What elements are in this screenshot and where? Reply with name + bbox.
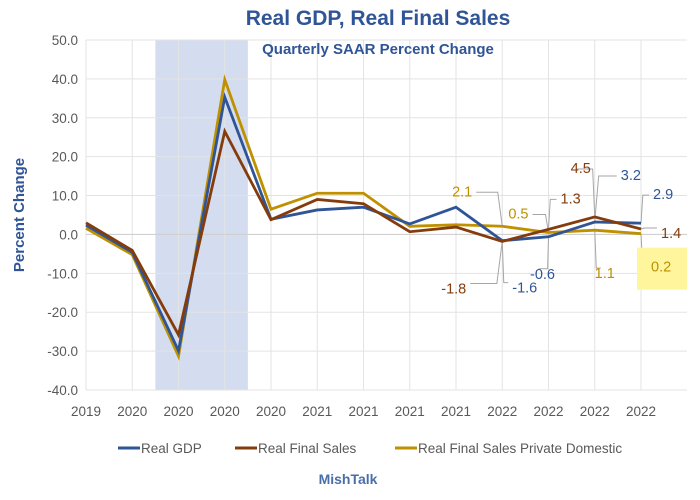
y-axis-ticks: 50.0 40.0 30.0 20.0 10.0 0.0 -10.0 -20.0 -30.0 -4… [47,33,78,398]
leader-line [548,198,557,230]
x-tick-label: 2021 [441,404,471,419]
chart-title: Real GDP, Real Final Sales [246,7,511,30]
y-axis-label: Percent Change [11,158,28,272]
x-tick-label: 2020 [210,404,240,419]
data-label: 1.1 [595,266,615,282]
leader-line [640,194,649,224]
x-axis-ticks: 2019 2020 2020 2020 2020 2021 2021 2021 2021 2022… [71,404,656,419]
data-label: 1.4 [661,226,681,242]
x-tick-label: 2019 [71,404,101,419]
y-tick-label: -20.0 [47,305,78,320]
x-tick-label: 2020 [163,404,193,419]
series-line-real-gdp [85,91,642,356]
leader-line [594,175,617,223]
y-tick-label: 20.0 [52,150,78,165]
data-label: 2.1 [452,184,472,200]
y-tick-label: 0.0 [59,227,78,242]
x-tick-label: 2020 [256,404,286,419]
y-tick-label: 10.0 [52,189,78,204]
x-tick-label: 2021 [302,404,332,419]
series-line-real-final-sales [85,127,642,339]
y-tick-label: 50.0 [52,33,78,48]
x-tick-label: 2021 [395,404,425,419]
series-line-real-final-sales-private-domestic [85,74,642,361]
data-label: 2.9 [653,187,673,203]
leader-line [640,227,657,230]
leader-line [532,214,549,233]
data-label: 3.2 [621,168,641,184]
leader-line [476,191,503,227]
source-label: MishTalk [319,471,378,487]
series-lines [85,74,642,361]
data-label: -1.6 [512,281,537,297]
x-tick-label: 2022 [533,404,563,419]
legend-label-real-final-sales-private-domestic: Real Final Sales Private Domestic [418,441,622,456]
y-tick-label: 30.0 [52,111,78,126]
leader-line [501,240,509,284]
highlight-box [637,247,687,290]
legend-label-real-final-sales: Real Final Sales [258,441,357,456]
x-tick-label: 2022 [487,404,517,419]
y-tick-label: -10.0 [47,266,78,281]
x-tick-label: 2021 [348,404,378,419]
leader-line [576,168,596,217]
x-tick-label: 2020 [117,404,147,419]
data-label: 4.5 [571,161,591,177]
y-tick-label: 40.0 [52,72,78,87]
annotations: 2.1 -1.8 -1.6 0.5 1.3 -0.6 4.5 3.2 1.1 2.9 1.4 0.2 [441,161,687,297]
data-label: -1.8 [441,281,466,297]
leader-line [594,230,601,269]
leader-line [538,236,549,270]
y-tick-label: -30.0 [47,344,78,359]
y-tick-label: -40.0 [47,383,78,398]
data-label: 0.2 [651,260,671,276]
legend: Real GDP Real Final Sales Real Final Sal… [118,441,622,456]
data-label: -0.6 [530,267,555,283]
data-label: 1.3 [561,191,581,207]
x-tick-label: 2022 [580,404,610,419]
chart-subtitle: Quarterly SAAR Percent Change [262,41,494,58]
leader-line [470,241,503,284]
data-label: 0.5 [508,207,528,223]
legend-label-real-gdp: Real GDP [141,441,202,456]
x-tick-label: 2022 [626,404,656,419]
